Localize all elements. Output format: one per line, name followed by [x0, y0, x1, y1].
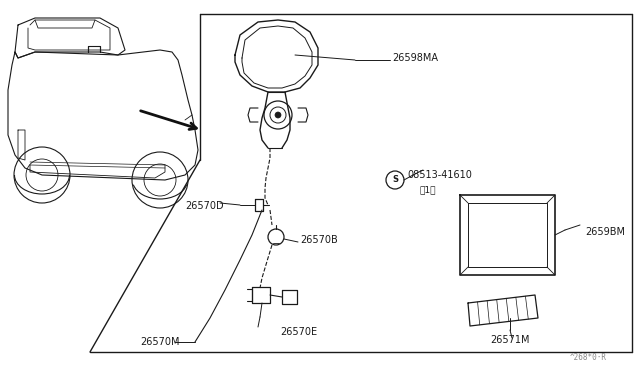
Text: ^268*0·R: ^268*0·R: [570, 353, 607, 362]
Text: （1）: （1）: [420, 186, 436, 195]
Text: 2659BM: 2659BM: [585, 227, 625, 237]
Text: 26570E: 26570E: [280, 327, 317, 337]
Text: 26570M: 26570M: [140, 337, 179, 347]
Circle shape: [275, 112, 281, 118]
Text: 26570D: 26570D: [185, 201, 223, 211]
Text: 08513-41610: 08513-41610: [407, 170, 472, 180]
Text: 26570B: 26570B: [300, 235, 338, 245]
Text: 26571M: 26571M: [490, 335, 529, 345]
Text: S: S: [392, 176, 398, 185]
Text: 26598MA: 26598MA: [392, 53, 438, 63]
